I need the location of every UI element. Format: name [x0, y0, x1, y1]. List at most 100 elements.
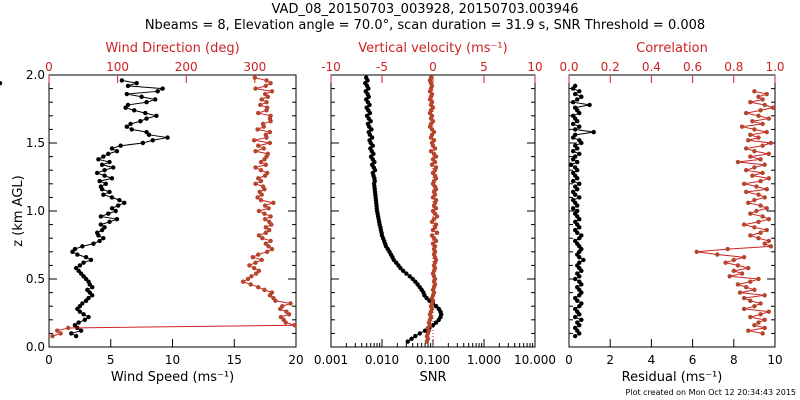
residual-top-tick-label: 0.8	[724, 60, 743, 74]
wind-series-bottom-point	[96, 157, 101, 162]
wind-series-bottom-point	[143, 110, 148, 116]
residual-series-bottom-point	[570, 100, 576, 105]
wind-series-top-point	[50, 333, 55, 339]
wind-series-top-point	[269, 89, 275, 94]
snr-series-top-point	[431, 151, 437, 157]
residual-series-bottom-point	[577, 151, 582, 157]
wind-series-top-point	[262, 287, 267, 293]
residual-series-top-point	[741, 222, 747, 227]
residual-series-top-point	[766, 309, 772, 314]
residual-series-top-point	[756, 113, 761, 119]
snr-series-bottom-point	[364, 105, 369, 110]
snr-series-bottom-point	[433, 320, 439, 325]
wind-series-top-point	[258, 178, 264, 184]
residual-series-top-point	[760, 331, 765, 336]
snr-series-top-point	[434, 230, 440, 235]
residual-series-top-point	[752, 148, 757, 154]
wind-series-bottom-point	[124, 91, 130, 97]
snr-series-top-point	[433, 197, 439, 203]
wind-series-top-point	[263, 241, 269, 246]
residual-series-top-line	[696, 90, 775, 334]
residual-series-top-point	[752, 127, 757, 132]
residual-series-top-point	[748, 279, 753, 284]
wind-series-bottom-point	[102, 225, 107, 230]
residual-series-top-point	[762, 162, 767, 167]
residual-series-top-point	[750, 119, 755, 124]
wind-x-tick-label: 15	[227, 353, 242, 367]
snr-top-tick-label: 0	[429, 60, 437, 74]
residual-series-top-point	[764, 129, 769, 135]
wind-series-top-point	[263, 230, 269, 235]
wind-series-bottom-point	[109, 206, 115, 211]
residual-series-bottom-point	[0, 80, 3, 86]
wind-top-tick-label: 200	[175, 60, 198, 74]
residual-series-top-point	[758, 157, 763, 162]
residual-series-bottom-point	[579, 233, 584, 238]
wind-series-top-point	[271, 200, 276, 206]
wind-series-bottom-point	[73, 333, 79, 339]
snr-top-tick-label: 10	[527, 60, 542, 74]
residual-series-bottom-point	[572, 333, 578, 339]
wind-series-top-point	[267, 129, 273, 135]
snr-series-top-point	[429, 233, 435, 238]
residual-top-tick-label: 0.4	[642, 60, 661, 74]
wind-series-bottom-point	[94, 170, 100, 176]
wind-series-bottom-point	[103, 181, 109, 186]
wind-series-top-point	[266, 244, 271, 249]
residual-series-top-point	[756, 192, 761, 197]
wind-series-top-point	[284, 309, 289, 314]
wind-series-top-point	[268, 214, 273, 219]
residual-series-top-point	[760, 214, 765, 219]
residual-series-top-point	[770, 105, 776, 110]
wind-top-tick-label: 300	[243, 60, 266, 74]
snr-series-bottom-point	[409, 336, 414, 342]
wind-series-top-point	[262, 211, 267, 216]
residual-series-bottom-point	[572, 325, 578, 331]
wind-series-top-point	[286, 312, 292, 317]
residual-top-tick-label: 1.0	[765, 60, 784, 74]
wind-series-top-point	[262, 216, 268, 222]
wind-series-bottom-point	[113, 208, 118, 214]
wind-series-bottom-point	[144, 100, 149, 105]
wind-series-bottom-point	[154, 113, 159, 119]
wind-series-bottom-point	[109, 195, 115, 200]
wind-series-bottom-point	[144, 116, 149, 121]
wind-series-bottom-point	[83, 255, 89, 260]
snr-series-top-point	[431, 138, 437, 143]
wind-y-axis-label: z (km AGL)	[11, 175, 26, 246]
residual-series-top-point	[739, 124, 745, 129]
wind-series-bottom-point	[125, 102, 131, 108]
wind-series-top-point	[256, 284, 261, 290]
plot-timestamp: Plot created on Mon Oct 12 20:34:43 2015	[626, 388, 796, 397]
residual-series-bottom-point	[577, 124, 582, 129]
residual-series-bottom-point	[572, 105, 578, 110]
snr-x-tick-label: 0.010	[365, 353, 399, 367]
wind-series-top-point	[245, 276, 251, 282]
residual-series-bottom-point	[577, 138, 582, 143]
wind-series-bottom-point	[69, 331, 74, 336]
residual-series-top-point	[748, 100, 753, 105]
snr-series-bottom-point	[365, 121, 371, 127]
residual-series-top-point	[748, 211, 753, 216]
residual-series-top-point	[764, 227, 769, 233]
wind-y-tick-label: 0.0	[26, 340, 45, 354]
wind-series-bottom-point	[144, 129, 149, 135]
wind-series-bottom-point	[85, 287, 90, 293]
wind-series-top-point	[265, 94, 271, 99]
residual-series-bottom-point	[575, 208, 580, 214]
wind-series-top-point	[260, 121, 266, 127]
wind-series-bottom-point	[139, 94, 144, 99]
wind-series-top-point	[269, 246, 275, 252]
residual-series-top-point	[756, 135, 761, 140]
residual-series-bottom-point	[577, 260, 582, 265]
residual-plot-frame	[568, 74, 776, 348]
residual-series-top-point	[723, 260, 728, 265]
snr-x-tick-label: 0.001	[314, 353, 348, 367]
residual-x-tick-label: 4	[648, 353, 656, 367]
wind-series-top-point	[58, 331, 63, 336]
residual-series-top-point	[752, 225, 757, 230]
wind-series-bottom-point	[91, 241, 96, 246]
residual-series-bottom-point	[591, 129, 596, 135]
wind-series-top-point	[281, 317, 286, 322]
wind-series-bottom-point	[101, 236, 106, 241]
